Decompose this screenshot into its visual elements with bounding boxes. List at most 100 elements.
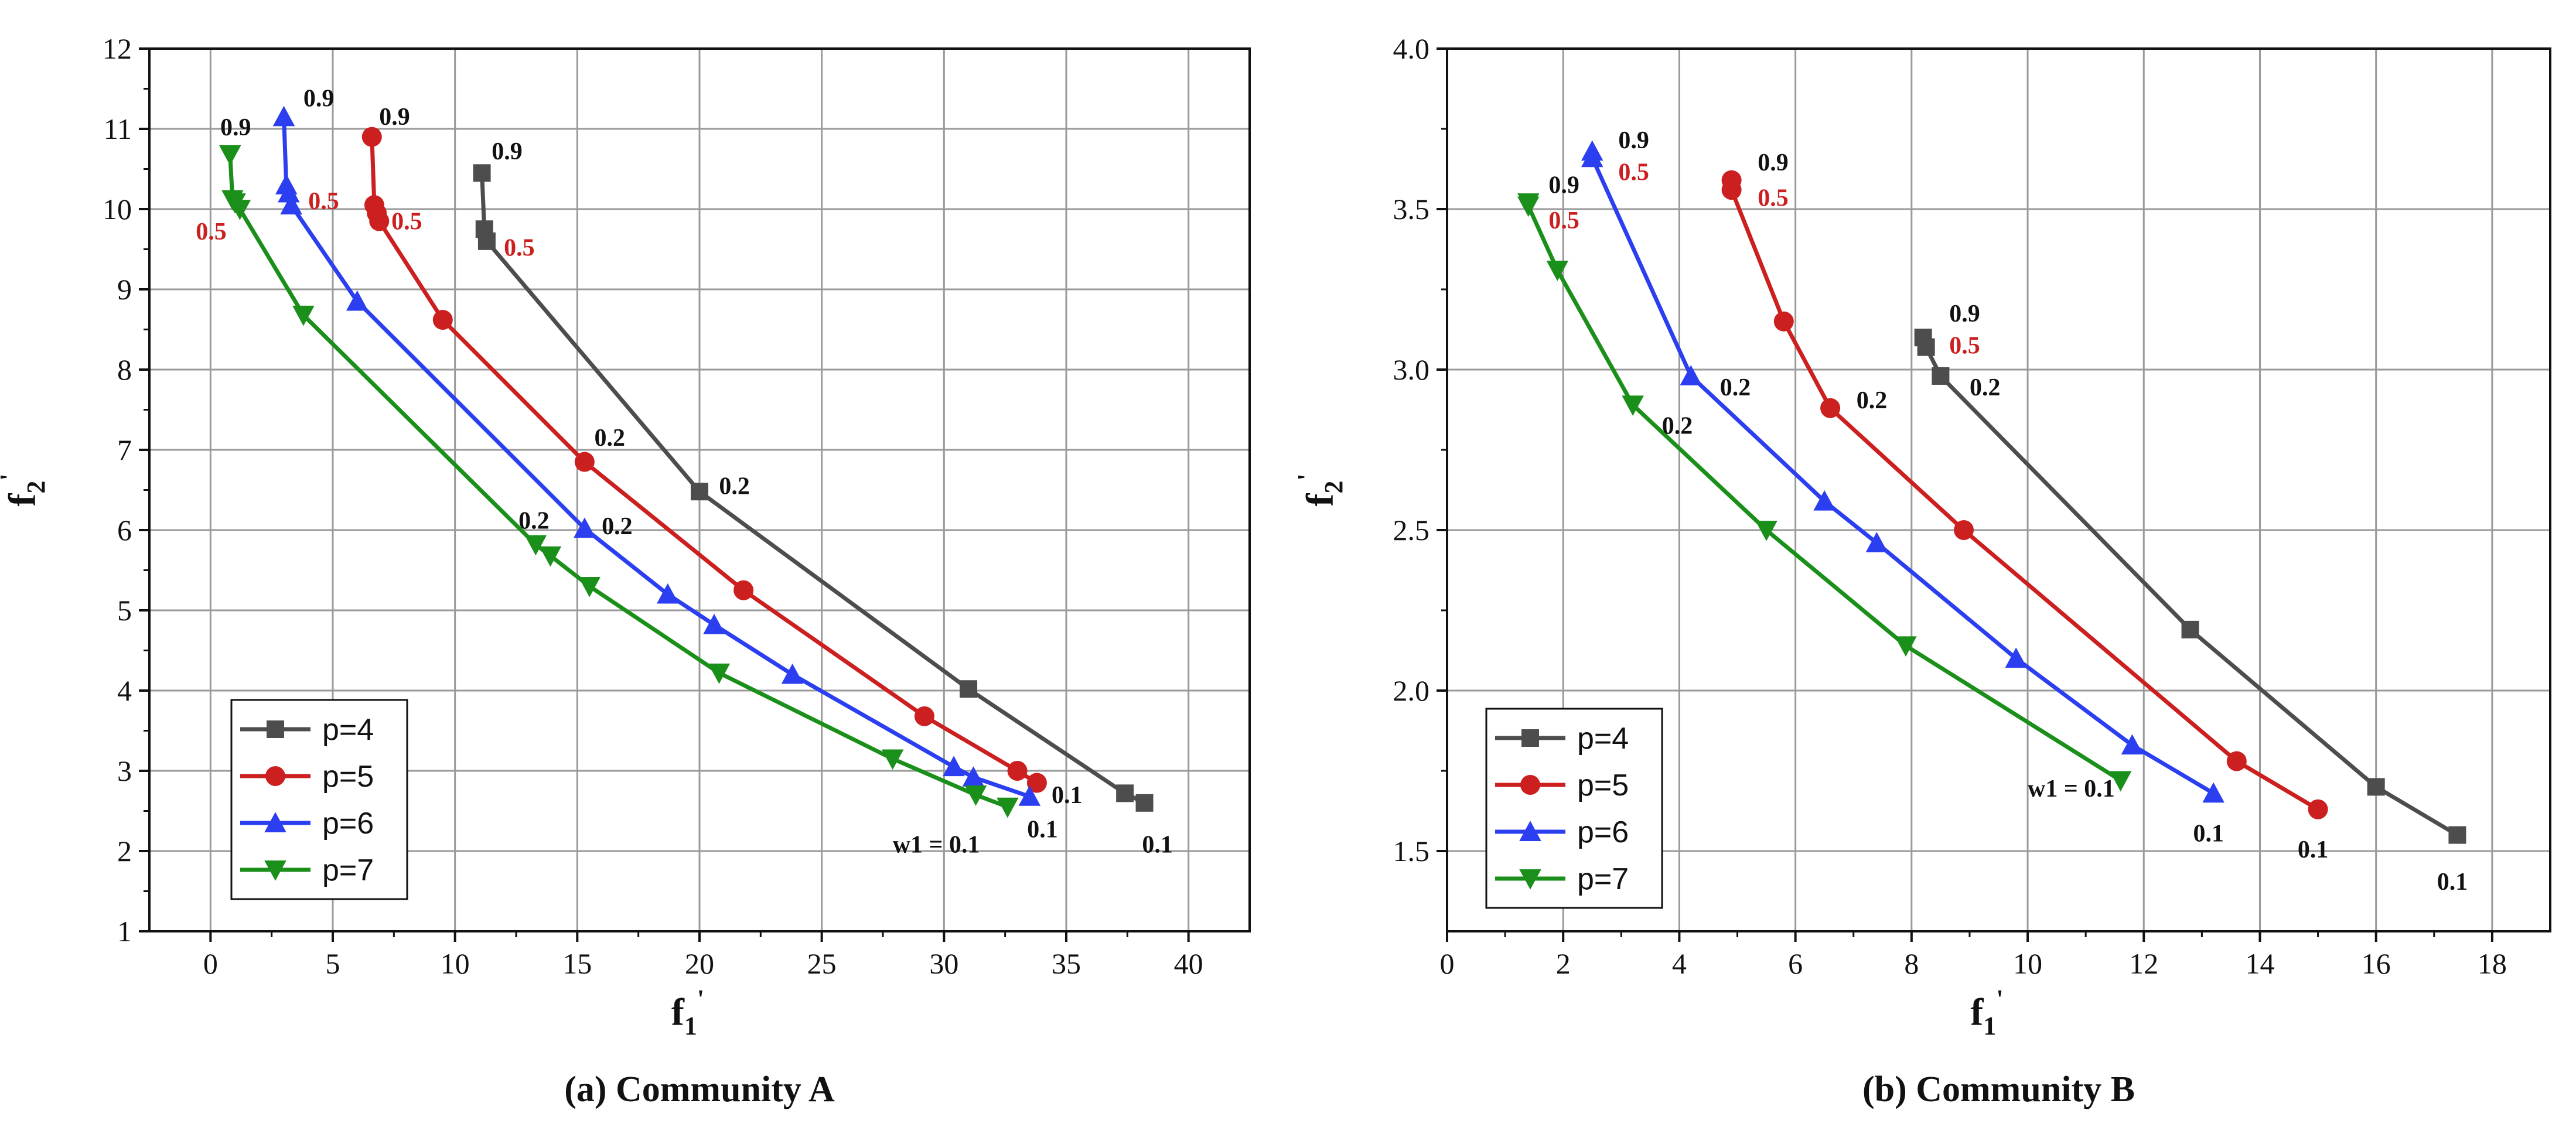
data-point xyxy=(228,200,251,220)
point-annotation: 0.1 xyxy=(1027,817,1058,843)
y-tick-label: 8 xyxy=(117,353,132,386)
data-point xyxy=(272,105,295,127)
y-axis-label: f2' xyxy=(1292,473,1348,506)
y-axis-label-main: f xyxy=(1,493,44,507)
legend-label: p=6 xyxy=(1577,815,1629,849)
data-point xyxy=(2308,799,2328,819)
legend-label: p=7 xyxy=(1577,862,1629,896)
data-point xyxy=(1721,180,1742,200)
data-point xyxy=(278,182,300,203)
y-axis-label-sub: 2 xyxy=(22,481,50,494)
x-tick-label: 16 xyxy=(2362,947,2391,980)
x-tick-label: 5 xyxy=(326,947,340,980)
data-point xyxy=(1917,338,1935,356)
data-point xyxy=(997,797,1019,818)
y-tick-label: 4 xyxy=(117,674,132,707)
data-point xyxy=(943,756,965,777)
data-point xyxy=(280,194,302,215)
series-line xyxy=(1921,337,2459,837)
data-point xyxy=(1932,367,1950,385)
data-point xyxy=(219,145,241,166)
x-tick-label: 4 xyxy=(1672,947,1687,980)
y-tick-label: 9 xyxy=(117,273,132,306)
point-annotation: 0.9 xyxy=(492,138,523,165)
y-tick-label: 11 xyxy=(104,112,132,145)
point-annotation: 0.9 xyxy=(1758,149,1789,176)
point-annotation: 0.5 xyxy=(1548,207,1579,234)
data-point xyxy=(1755,521,1777,541)
x-tick-label: 40 xyxy=(1174,947,1203,980)
data-point xyxy=(656,583,679,604)
data-point xyxy=(2367,778,2385,796)
point-annotation: 0.2 xyxy=(1720,374,1751,401)
y-tick-label: 1.5 xyxy=(1393,835,1430,867)
data-point xyxy=(574,452,595,472)
x-tick-label: 0 xyxy=(203,947,218,980)
point-annotation: 0.1 xyxy=(1142,832,1173,859)
data-point xyxy=(962,766,985,787)
y-tick-label: 1 xyxy=(117,915,132,948)
chart-caption: (b) Community B xyxy=(1862,1070,2135,1109)
point-annotation: 0.5 xyxy=(504,234,535,261)
data-point xyxy=(1954,520,1974,540)
x-axis-label-prime: ' xyxy=(697,985,704,1013)
legend-marker xyxy=(1519,821,1541,841)
series-p-4 xyxy=(473,164,1154,812)
y-tick-label: 5 xyxy=(117,594,132,627)
data-point xyxy=(1622,395,1644,416)
y-axis-label-prime: ' xyxy=(0,473,23,480)
legend-marker xyxy=(267,720,284,738)
point-annotation: 0.9 xyxy=(1949,300,1980,327)
point-annotation: 0.9 xyxy=(220,114,251,141)
y-tick-label: 6 xyxy=(117,514,132,546)
data-point xyxy=(781,663,804,684)
legend-label: p=5 xyxy=(1577,768,1629,802)
x-tick-label: 35 xyxy=(1052,947,1081,980)
x-tick-label: 10 xyxy=(441,947,470,980)
y-tick-label: 12 xyxy=(103,32,132,65)
legend-label: p=4 xyxy=(322,713,374,747)
point-annotation: 0.2 xyxy=(719,473,750,500)
data-point xyxy=(1680,365,1702,385)
data-point xyxy=(539,546,562,567)
y-tick-label: 2.5 xyxy=(1393,514,1430,546)
data-point xyxy=(964,785,987,806)
point-annotation: 0.9 xyxy=(1618,127,1649,154)
point-annotation: 0.2 xyxy=(602,513,633,540)
point-annotation: 0.5 xyxy=(391,208,422,235)
data-point xyxy=(524,535,547,556)
series-p-5 xyxy=(361,127,1047,793)
point-annotation: 0.1 xyxy=(1052,782,1083,809)
y-axis-label-sub: 2 xyxy=(1319,481,1348,494)
data-point xyxy=(1517,196,1540,217)
point-annotation: 0.2 xyxy=(1662,413,1693,440)
point-annotation: 0.9 xyxy=(1548,172,1579,199)
x-tick-label: 25 xyxy=(807,947,837,980)
legend: p=4 p=5 p=6 p=7 xyxy=(230,699,408,900)
series-p-4 xyxy=(1914,329,2466,844)
data-point xyxy=(881,749,904,770)
data-point xyxy=(473,164,491,182)
legend-marker xyxy=(264,812,286,832)
legend-marker xyxy=(1520,775,1540,795)
legend-box xyxy=(230,699,408,900)
data-point xyxy=(691,483,708,501)
data-point xyxy=(346,290,369,311)
point-annotation: 0.9 xyxy=(379,104,410,131)
data-point xyxy=(2202,782,2224,803)
y-tick-label: 3.5 xyxy=(1393,193,1430,226)
data-point xyxy=(1546,261,1569,281)
point-annotation: 0.5 xyxy=(1758,185,1789,212)
x-axis-label: f1' xyxy=(671,985,704,1040)
legend: p=4 p=5 p=6 p=7 xyxy=(1485,708,1663,909)
point-annotation: 0.2 xyxy=(518,507,550,534)
data-point xyxy=(1895,636,1917,657)
data-point xyxy=(960,680,978,698)
x-axis-label-main: f xyxy=(671,991,685,1034)
point-annotation: 0.1 xyxy=(2298,836,2329,863)
y-axis-label: f2' xyxy=(0,473,50,506)
data-point xyxy=(1813,490,1835,511)
series-p-7 xyxy=(219,145,1019,818)
data-point xyxy=(361,127,382,147)
